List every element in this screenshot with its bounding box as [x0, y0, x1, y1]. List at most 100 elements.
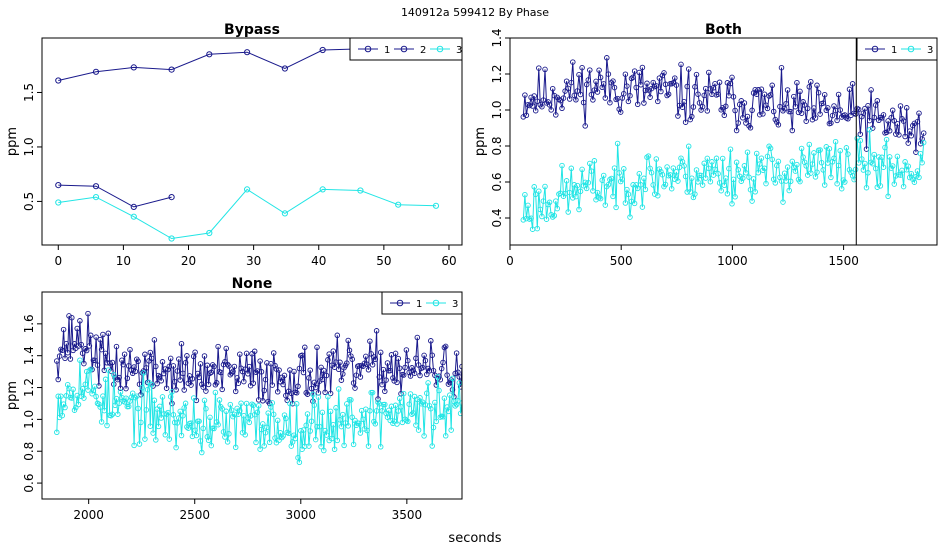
data-point: [228, 407, 235, 413]
data-point: [348, 397, 354, 403]
data-point: [345, 423, 351, 429]
panel-bypass: Bypass ppm 0 10 20 30 40 50 60 0.5 1.0 1.5 1 2 3: [5, 22, 463, 268]
data-point: [167, 355, 174, 362]
data-point: [148, 381, 155, 388]
data-point: [243, 350, 250, 357]
data-point: [85, 310, 91, 317]
data-point: [804, 105, 811, 112]
data-point: [818, 159, 825, 166]
data-point: [174, 368, 181, 374]
data-point: [526, 102, 533, 109]
data-point: [630, 182, 636, 188]
data-point: [704, 108, 711, 114]
data-point: [795, 109, 802, 116]
data-point: [744, 149, 751, 155]
data-point: [257, 446, 263, 452]
data-point: [111, 372, 117, 378]
data-point: [178, 432, 185, 439]
data-point: [102, 350, 109, 357]
data-point: [204, 362, 211, 369]
data-point: [171, 419, 178, 426]
data-point: [205, 437, 212, 444]
data-point: [920, 130, 927, 136]
plot-frame: [509, 37, 938, 246]
data-point: [741, 100, 748, 106]
data-point: [130, 64, 137, 71]
data-point: [455, 369, 461, 375]
data-point: [568, 165, 575, 172]
data-point: [770, 108, 777, 115]
data-point: [315, 394, 322, 400]
data-point: [242, 366, 248, 372]
data-point: [330, 348, 337, 354]
x-axis-label-seconds: seconds: [448, 531, 501, 546]
data-point: [257, 358, 263, 364]
data-point: [281, 210, 288, 217]
data-point: [411, 393, 418, 400]
data-point: [306, 443, 312, 449]
data-point: [316, 378, 323, 384]
data-point: [812, 174, 819, 180]
data-point: [455, 398, 461, 404]
data-point: [621, 166, 627, 172]
data-point: [865, 170, 871, 176]
data-point: [540, 97, 547, 103]
data-point: [299, 352, 305, 359]
data-point: [534, 225, 541, 232]
data-point: [357, 374, 364, 380]
data-point: [857, 131, 864, 137]
data-point: [701, 160, 707, 167]
x-tick-label: 3000: [286, 508, 317, 522]
data-point: [591, 158, 598, 164]
data-point: [735, 167, 741, 173]
legend: 1 2 3: [349, 37, 463, 61]
data-point: [101, 407, 108, 414]
data-point: [83, 368, 90, 375]
data-point: [280, 433, 286, 439]
data-point: [163, 385, 170, 391]
data-point: [62, 404, 68, 411]
data-point: [820, 100, 826, 106]
data-point: [448, 427, 454, 433]
data-point: [287, 400, 293, 407]
data-point: [291, 368, 297, 375]
data-point: [440, 414, 446, 420]
data-point: [350, 380, 357, 386]
data-point: [132, 368, 139, 375]
data-point: [549, 85, 556, 92]
data-point: [602, 202, 609, 208]
data-point: [192, 349, 198, 355]
data-point: [693, 71, 700, 78]
series-line-2: [58, 184, 172, 208]
data-point: [158, 378, 164, 384]
data-point: [117, 389, 124, 395]
data-point: [599, 84, 605, 91]
data-point: [261, 387, 267, 394]
data-point: [661, 70, 667, 76]
data-point: [96, 383, 102, 389]
data-point: [871, 114, 877, 121]
data-point: [914, 118, 921, 125]
data-point: [695, 179, 701, 185]
data-point: [384, 414, 391, 420]
data-point: [92, 383, 98, 390]
data-point: [894, 120, 901, 127]
chart-title: Bypass: [224, 22, 280, 38]
data-point: [307, 367, 313, 373]
data-point: [150, 430, 156, 436]
data-point: [93, 334, 99, 340]
data-point: [262, 429, 269, 436]
data-point: [116, 400, 122, 406]
data-point: [724, 191, 731, 197]
data-point: [653, 83, 660, 89]
data-point: [335, 366, 342, 373]
data-point: [812, 115, 819, 121]
data-point: [597, 74, 604, 81]
data-point: [706, 165, 712, 172]
data-point: [814, 169, 820, 175]
legend-label: 2: [420, 45, 426, 56]
data-point: [735, 120, 741, 126]
data-point: [644, 80, 650, 87]
y-tick-label: 0.5: [22, 192, 36, 211]
data-point: [638, 182, 644, 188]
